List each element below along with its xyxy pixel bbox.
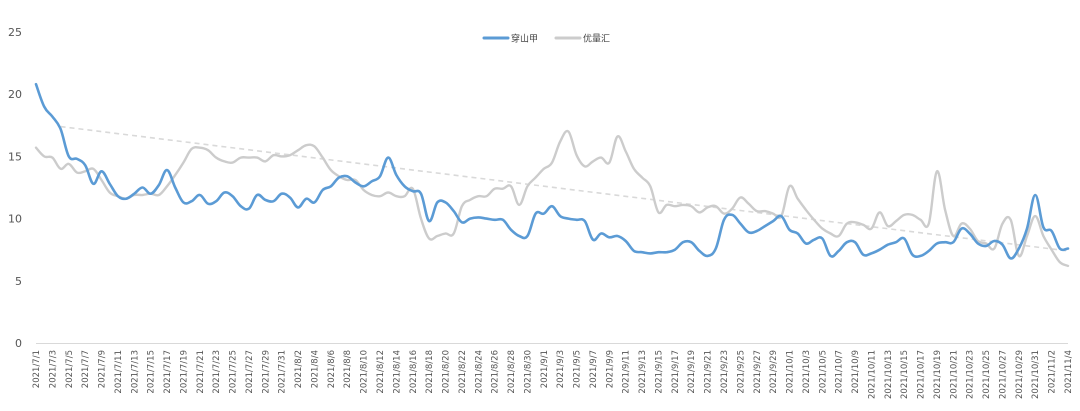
x-tick-label: 2021/8/10 (360, 350, 370, 394)
x-tick-label: 2021/10/1 (786, 350, 796, 394)
x-tick-label: 2021/9/7 (589, 350, 599, 388)
x-tick-label: 2021/10/7 (835, 350, 845, 394)
x-tick-label: 2021/10/19 (933, 350, 943, 399)
x-tick-label: 2021/8/4 (310, 350, 320, 388)
x-tick-label: 2021/7/9 (98, 350, 108, 388)
x-axis: 2021/7/1 2021/7/3 2021/7/5 2021/7/7 2021/7/9… (32, 343, 1074, 399)
y-tick-label: 15 (8, 150, 22, 163)
y-tick-label: 5 (15, 275, 22, 288)
x-tick-label: 2021/10/29 (1015, 350, 1025, 399)
x-tick-label: 2021/7/11 (114, 350, 124, 394)
legend-label: 穿山甲 (511, 33, 538, 45)
x-tick-label: 2021/10/9 (851, 350, 861, 394)
x-tick-label: 2021/7/25 (229, 350, 239, 394)
x-tick-label: 2021/9/17 (671, 350, 681, 394)
series-layer (34, 82, 1070, 268)
x-tick-label: 2021/10/17 (917, 350, 927, 399)
series-line-youlianghui (34, 129, 1070, 268)
x-tick-label: 2021/10/5 (818, 350, 828, 394)
x-tick-label: 2021/10/25 (982, 350, 992, 399)
x-tick-label: 2021/8/8 (343, 350, 353, 388)
x-tick-label: 2021/11/4 (1064, 350, 1074, 394)
legend: 穿山甲 优量汇 (482, 33, 610, 45)
x-tick-label: 2021/8/26 (491, 350, 501, 394)
x-tick-label: 2021/7/15 (147, 350, 157, 394)
x-tick-label: 2021/9/11 (622, 350, 632, 394)
x-tick-label: 2021/7/17 (163, 350, 173, 394)
x-tick-label: 2021/9/23 (720, 350, 730, 394)
x-tick-label: 2021/8/14 (392, 350, 402, 394)
x-tick-label: 2021/8/12 (376, 350, 386, 394)
x-tick-label: 2021/9/15 (654, 350, 664, 394)
x-tick-label: 2021/10/11 (867, 350, 877, 399)
x-tick-label: 2021/7/5 (65, 350, 75, 388)
x-tick-label: 2021/7/27 (245, 350, 255, 394)
x-tick-label: 2021/9/27 (753, 350, 763, 394)
y-tick-label: 20 (8, 88, 22, 101)
x-tick-label: 2021/8/16 (409, 350, 419, 394)
x-tick-label: 2021/7/29 (261, 350, 271, 394)
x-tick-label: 2021/9/21 (704, 350, 714, 394)
x-tick-label: 2021/10/15 (900, 350, 910, 399)
x-tick-label: 2021/11/2 (1048, 350, 1058, 394)
x-tick-label: 2021/10/31 (1031, 350, 1041, 399)
x-tick-label: 2021/10/21 (949, 350, 959, 399)
series-line-chuanshanjia (34, 82, 1070, 260)
legend-label: 优量汇 (583, 33, 610, 45)
x-tick-label: 2021/7/19 (179, 350, 189, 394)
x-tick-label: 2021/8/6 (327, 350, 337, 388)
x-tick-label: 2021/10/13 (884, 350, 894, 399)
x-tick-label: 2021/9/19 (687, 350, 697, 394)
x-tick-label: 2021/7/21 (196, 350, 206, 394)
trendline-layer (60, 125, 1069, 252)
x-tick-label: 2021/8/30 (523, 350, 533, 394)
x-tick-label: 2021/8/28 (507, 350, 517, 394)
x-tick-label: 2021/7/3 (48, 350, 58, 388)
y-axis: 0 5 10 15 20 25 (8, 26, 22, 350)
x-tick-label: 2021/7/31 (278, 350, 288, 394)
trendline (60, 125, 1069, 252)
x-tick-label: 2021/10/23 (966, 350, 976, 399)
x-tick-label: 2021/8/24 (474, 350, 484, 394)
x-tick-label: 2021/9/9 (605, 350, 615, 388)
y-tick-label: 25 (8, 26, 22, 39)
x-tick-label: 2021/9/25 (736, 350, 746, 394)
x-tick-label: 2021/9/13 (638, 350, 648, 394)
x-tick-label: 2021/10/3 (802, 350, 812, 394)
x-tick-label: 2021/8/20 (442, 350, 452, 394)
x-tick-label: 2021/9/5 (573, 350, 583, 388)
x-tick-label: 2021/9/3 (556, 350, 566, 388)
y-tick-label: 0 (15, 337, 22, 350)
x-tick-label: 2021/7/1 (32, 350, 42, 388)
x-tick-label: 2021/8/2 (294, 350, 304, 388)
x-tick-label: 2021/7/23 (212, 350, 222, 394)
x-tick-label: 2021/9/29 (769, 350, 779, 394)
x-tick-label: 2021/10/27 (998, 350, 1008, 399)
x-tick-label: 2021/8/22 (458, 350, 468, 394)
x-tick-label: 2021/8/18 (425, 350, 435, 394)
x-tick-label: 2021/9/1 (540, 350, 550, 388)
x-tick-label: 2021/7/13 (130, 350, 140, 394)
y-tick-label: 10 (8, 213, 22, 226)
x-tick-label: 2021/7/7 (81, 350, 91, 388)
